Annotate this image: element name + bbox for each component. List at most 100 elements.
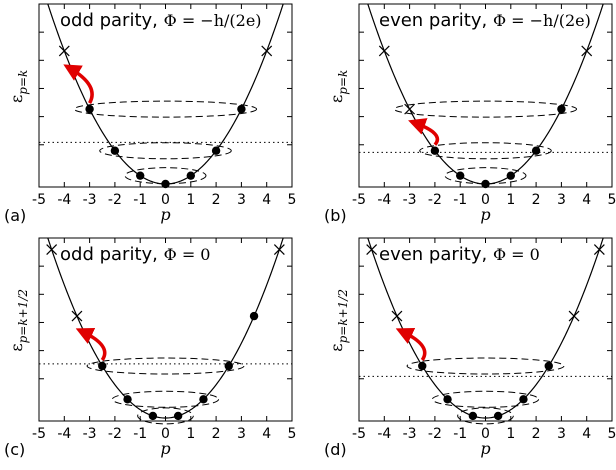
occupied-state-point [237, 104, 246, 114]
y-axis-label: εp=k [7, 70, 30, 103]
empty-state-cross [593, 244, 605, 255]
empty-state-cross [58, 45, 70, 57]
plot-frame [358, 237, 613, 422]
x-tick-label: 1 [506, 192, 515, 208]
y-axis-label: εp=k+1/2 [7, 289, 30, 352]
occupied-state-point [493, 411, 503, 421]
cross-stroke [378, 45, 390, 57]
x-tick-label: 3 [237, 426, 246, 442]
x-tick-label: -4 [377, 192, 391, 208]
empty-state-cross [581, 45, 593, 57]
empty-state-cross [568, 310, 580, 322]
x-tick-label: -5 [32, 192, 46, 208]
x-tick-label: 1 [186, 426, 195, 442]
excitation-arrow [75, 327, 107, 362]
x-tick-label: 1 [186, 192, 195, 208]
panel-label: (b) [324, 206, 347, 225]
plot-frame [38, 237, 293, 422]
x-tick-label: -2 [428, 192, 442, 208]
occupied-state-point [456, 171, 465, 180]
x-tick-label: -4 [57, 192, 71, 208]
occupied-state-point [519, 395, 528, 404]
empty-state-cross [391, 310, 403, 322]
x-axis-label: p [480, 439, 490, 458]
occupied-state-point [136, 171, 145, 180]
excitation-arrow [408, 118, 440, 146]
occupied-state-point [557, 104, 566, 114]
occupied-state-point [110, 146, 120, 155]
x-tick-label: -4 [377, 426, 391, 442]
x-tick-label: -5 [352, 192, 366, 208]
x-tick-label: -5 [352, 426, 366, 442]
cross-stroke [568, 310, 580, 322]
occupied-state-point [468, 411, 478, 421]
cross-stroke [581, 45, 593, 57]
x-axis-label: p [160, 205, 170, 224]
x-tick-label: 5 [608, 192, 616, 208]
y-axis-label: εp=k+1/2 [327, 289, 350, 352]
occupied-state-point [186, 171, 195, 180]
x-tick-label: -2 [428, 426, 442, 442]
cross-stroke [273, 244, 285, 255]
dispersion-curve [367, 238, 604, 419]
plot-frame [38, 3, 293, 188]
occupied-state-point [418, 361, 427, 371]
y-axis-label: εp=k [327, 70, 350, 103]
x-tick-label: -1 [133, 426, 147, 442]
x-tick-label: 0 [161, 426, 170, 442]
occupied-state-point [224, 361, 233, 371]
x-tick-label: 0 [481, 426, 490, 442]
x-tick-label: -3 [83, 192, 97, 208]
x-tick-label: -3 [403, 426, 417, 442]
x-tick-label: -5 [32, 426, 46, 442]
x-axis-label: p [160, 439, 170, 458]
occupation-ring [419, 142, 552, 160]
occupation-ring [111, 390, 220, 408]
empty-state-cross [273, 244, 285, 255]
empty-state-cross [378, 45, 390, 57]
panel-label: (c) [4, 440, 25, 459]
occupation-ring [457, 407, 514, 425]
excitation-arrow [63, 64, 94, 104]
panel-label: (a) [4, 206, 26, 225]
panel-c: -5 -4 -3 -2 -1 0 1 2 3 4 5 p εp=k+1/2 odd parity, Φ =… [4, 237, 296, 459]
occupation-ring [73, 100, 258, 118]
cross-stroke [404, 103, 416, 115]
occupation-ring [431, 390, 540, 408]
occupied-state-point [531, 146, 541, 155]
occupied-state-point [173, 411, 183, 421]
dispersion-curve [47, 238, 284, 419]
x-tick-label: 3 [557, 426, 566, 442]
x-tick-label: 5 [608, 426, 616, 442]
x-tick-label: 2 [532, 192, 541, 208]
x-axis-label: p [480, 205, 490, 224]
occupied-state-point [481, 179, 490, 189]
x-tick-label: -3 [403, 192, 417, 208]
panel-label: (d) [324, 440, 347, 459]
x-tick-label: 5 [288, 192, 297, 208]
x-tick-label: 3 [237, 192, 246, 208]
occupation-ring [124, 167, 207, 185]
plot-frame [358, 3, 613, 188]
cross-stroke [593, 244, 605, 255]
x-tick-label: -2 [108, 426, 122, 442]
panel-title: even parity, Φ = 0 [379, 244, 540, 265]
x-tick-label: 4 [262, 426, 271, 442]
occupied-state-point [85, 104, 94, 114]
x-tick-label: 1 [506, 426, 515, 442]
occupation-ring [86, 357, 245, 375]
empty-state-cross [366, 244, 378, 255]
x-tick-label: -3 [83, 426, 97, 442]
occupation-ring [444, 167, 527, 185]
cross-stroke [261, 45, 273, 57]
x-tick-label: 2 [212, 426, 221, 442]
occupied-state-point [123, 395, 132, 404]
occupied-state-point [249, 311, 259, 321]
empty-state-cross [404, 103, 416, 115]
empty-state-cross [46, 244, 58, 255]
occupied-state-point [98, 361, 107, 371]
cross-stroke [46, 244, 58, 255]
occupied-state-point [211, 146, 221, 155]
excitation-arrow [395, 327, 427, 362]
occupied-state-point [506, 171, 515, 180]
